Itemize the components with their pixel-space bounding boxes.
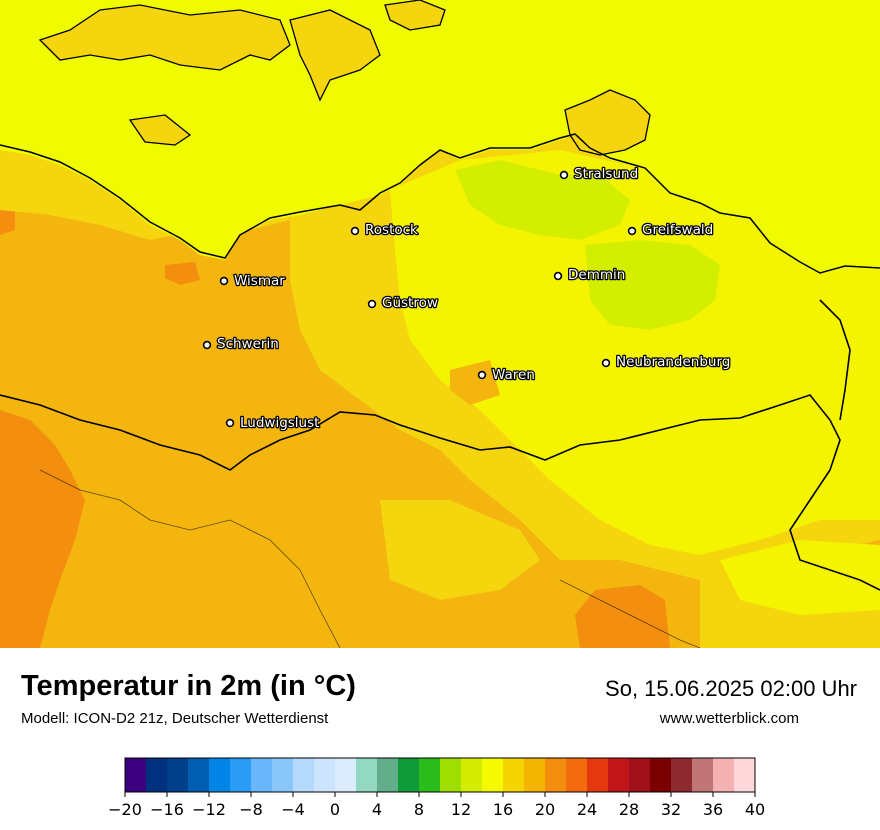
city-dot-güstrow — [367, 299, 377, 309]
legend-tick-label: 8 — [414, 800, 424, 819]
legend-bin — [671, 758, 693, 792]
legend-bin — [608, 758, 630, 792]
legend-tick-label: 32 — [661, 800, 681, 819]
legend-bin — [713, 758, 735, 792]
temp-field-warm-center — [450, 360, 500, 405]
temp-field-warm-west — [0, 410, 85, 648]
temp-field-warm-wismar — [165, 262, 200, 285]
legend-tick-label: 0 — [330, 800, 340, 819]
legend-bin — [440, 758, 462, 792]
legend-bin — [461, 758, 483, 792]
city-dot-ludwigslust — [225, 418, 235, 428]
legend-frame — [124, 757, 756, 793]
district-border-southwest — [39, 469, 341, 648]
legend-tick-label: 40 — [745, 800, 765, 819]
city-label-wismar: Wismar — [234, 273, 285, 289]
legend-bin — [272, 758, 294, 792]
temperature-map: Stralsund Greifswald Rostock Demmin Wismar Gü… — [0, 0, 880, 648]
website-url: www.wetterblick.com — [659, 710, 799, 727]
legend-bin — [125, 758, 147, 792]
legend-bin — [419, 758, 441, 792]
city-label-demmin: Demmin — [568, 267, 625, 283]
city-label-waren: Waren — [492, 367, 535, 383]
city-dot-rostock — [350, 226, 360, 236]
legend-tick-label: 24 — [577, 800, 597, 819]
legend-tick-label: 36 — [703, 800, 723, 819]
legend-tick-label: −20 — [108, 800, 142, 819]
legend-tick-label: −8 — [239, 800, 263, 819]
land-rugen — [564, 89, 651, 156]
legend-tick-label: 4 — [372, 800, 382, 819]
temp-field-yellow-southeast — [720, 540, 880, 615]
legend-bin — [356, 758, 378, 792]
legend-bin — [377, 758, 399, 792]
city-label-ludwigslust: Ludwigslust — [240, 415, 319, 431]
land-lolland — [38, 4, 291, 71]
legend-bin — [251, 758, 273, 792]
city-label-greifswald: Greifswald — [642, 222, 713, 238]
city-label-neubrandenburg: Neubrandenburg — [616, 354, 730, 370]
legend-bin — [629, 758, 651, 792]
legend-tick-label: −12 — [192, 800, 226, 819]
city-dot-schwerin — [202, 340, 212, 350]
temp-field-cool-vorpommern — [455, 160, 630, 240]
legend-bin — [545, 758, 567, 792]
legend-tick-label: −4 — [281, 800, 305, 819]
city-label-güstrow: Güstrow — [382, 295, 438, 311]
model-source: Modell: ICON-D2 21z, Deutscher Wetterdie… — [21, 710, 329, 727]
legend-bin — [482, 758, 504, 792]
forecast-datetime: So, 15.06.2025 02:00 Uhr — [605, 676, 857, 701]
city-dot-stralsund — [559, 170, 569, 180]
legend-bin — [314, 758, 336, 792]
legend-bin — [230, 758, 252, 792]
legend-bin — [524, 758, 546, 792]
legend-bin — [734, 758, 756, 792]
city-markers: Stralsund Greifswald Rostock Demmin Wismar Gü… — [202, 165, 732, 432]
legend-bin — [335, 758, 357, 792]
temp-field-mid-south — [380, 500, 540, 600]
state-border-east — [819, 299, 851, 421]
land-falster — [289, 9, 381, 102]
legend-bin — [293, 758, 315, 792]
city-label-stralsund: Stralsund — [574, 166, 638, 182]
legend-bin — [692, 758, 714, 792]
city-dot-waren — [477, 370, 487, 380]
city-dot-demmin — [553, 271, 563, 281]
city-label-schwerin: Schwerin — [217, 336, 279, 352]
legend-tick-label: 12 — [451, 800, 471, 819]
temp-field-yellow-east — [390, 150, 880, 555]
map-title: Temperatur in 2m (in °C) — [21, 670, 356, 702]
legend-bin — [503, 758, 525, 792]
city-dot-wismar — [219, 276, 229, 286]
legend-bin — [209, 758, 231, 792]
city-dot-neubrandenburg — [601, 358, 611, 368]
district-border-southeast — [559, 579, 701, 648]
city-dot-greifswald — [627, 226, 637, 236]
legend-bin — [188, 758, 210, 792]
legend-bin — [650, 758, 672, 792]
temp-field-warm-southeast — [575, 585, 670, 648]
temp-field-cool-demmin — [585, 240, 720, 330]
color-scale-legend: −20 −16 −12 −8 −4 0 4 8 12 16 20 24 28 32 36 40 — [108, 757, 765, 819]
legend-bin — [167, 758, 189, 792]
city-label-rostock: Rostock — [365, 222, 418, 238]
legend-tick-label: 16 — [493, 800, 513, 819]
land-fehmarn — [128, 114, 192, 146]
legend-bin — [587, 758, 609, 792]
legend-bin — [566, 758, 588, 792]
coastline — [0, 133, 880, 274]
legend-bin — [146, 758, 168, 792]
legend-tick-label: −16 — [150, 800, 184, 819]
land-mon — [384, 0, 446, 31]
legend-bin — [398, 758, 420, 792]
legend-tick-label: 20 — [535, 800, 555, 819]
legend-tick-label: 28 — [619, 800, 639, 819]
state-border-south — [0, 394, 880, 591]
